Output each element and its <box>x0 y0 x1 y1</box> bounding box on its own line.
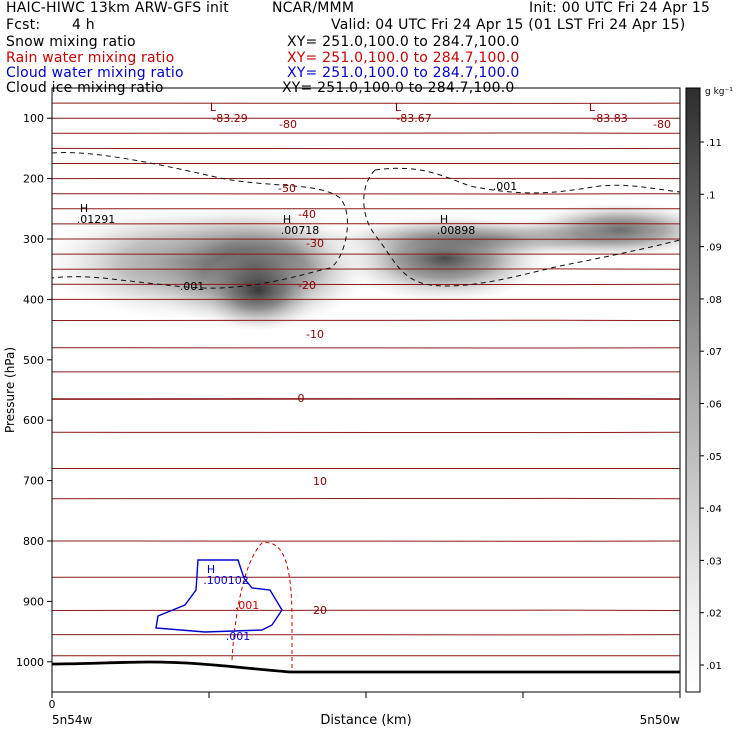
colorbar-ticks: .01 .02 .03 .04 .05 .06 .07 .08 .09 .1 .11 <box>700 138 722 672</box>
temp-contour-label: 20 <box>313 604 327 617</box>
snow-max-marker: H <box>283 213 291 226</box>
y-tick-label: 500 <box>23 354 44 367</box>
forecast-label: Fcst: <box>6 17 41 33</box>
snow-max-marker: H <box>440 213 448 226</box>
colorbar-tick-label: .01 <box>706 661 722 672</box>
cloud-water-contour <box>155 559 283 633</box>
field-name-rain: Rain water mixing ratio <box>6 50 175 66</box>
colorbar-tick-label: .09 <box>706 243 722 254</box>
temp-min-value: -83.83 <box>592 112 627 125</box>
temp-contour-label: -80 <box>653 118 671 131</box>
isotherm-line <box>52 397 680 401</box>
x-left-endpoint: 5n54w <box>52 713 93 727</box>
isotherm-line <box>52 540 680 542</box>
isotherm-line <box>52 346 680 349</box>
temp-min-value: -83.67 <box>396 112 431 125</box>
x-axis-title: Distance (km) <box>320 713 411 728</box>
y-tick-label: 700 <box>23 475 44 488</box>
terrain-line <box>51 660 680 674</box>
colorbar-tick-label: .04 <box>706 504 722 515</box>
temp-contour-label: -80 <box>279 118 297 131</box>
organization-label: NCAR/MMM <box>272 0 355 16</box>
contour-labels: L -83.29 L -83.67 L -83.83 -80 -80 -50 -… <box>77 101 671 643</box>
temp-contour-label: -40 <box>298 208 316 221</box>
isotherm-line <box>52 497 680 500</box>
model-title: HAIC-HIWC 13km ARW-GFS init <box>6 0 229 16</box>
field-name-snow: Snow mixing ratio <box>6 34 136 50</box>
isotherm-line <box>52 192 680 195</box>
colorbar-tick-label: .08 <box>706 295 722 306</box>
isotherm-line <box>52 431 680 434</box>
cloud-ice-contour-right <box>363 167 680 287</box>
isotherm-line <box>52 223 680 225</box>
field-xy-rain: XY= 251.0,100.0 to 284.7,100.0 <box>287 50 520 66</box>
colorbar-unit: g kg⁻¹ <box>705 87 733 97</box>
x-right-endpoint: 5n50w <box>640 713 681 727</box>
init-time: Init: 00 UTC Fri 24 Apr 15 <box>529 0 711 16</box>
cloud-water-contour-label: .001 <box>226 630 251 643</box>
x-axis-ticks <box>51 692 681 698</box>
snow-max-value: .00898 <box>437 224 476 237</box>
snow-mixing-ratio-shading <box>52 202 680 332</box>
valid-time: Valid: 04 UTC Fri 24 Apr 15 (01 LST Fri … <box>331 17 686 33</box>
isotherm-line <box>52 238 680 240</box>
ice-contour-label: .001 <box>180 280 205 293</box>
y-tick-label: 400 <box>23 293 44 306</box>
y-tick-label: 200 <box>23 173 44 186</box>
y-axis-ticks: 100 200 300 400 500 600 700 800 900 1000 <box>16 112 52 669</box>
temp-contour-label: 0 <box>298 392 305 405</box>
colorbar-tick-label: .02 <box>706 609 722 620</box>
temp-min-value: -83.29 <box>212 112 247 125</box>
isotherm-line <box>52 609 680 612</box>
field-name-cloud-water: Cloud water mixing ratio <box>6 65 184 81</box>
isotherm-line <box>52 633 680 636</box>
y-tick-label: 600 <box>23 414 44 427</box>
snow-max-value: .01291 <box>77 213 116 226</box>
rain-water-contour <box>231 542 293 672</box>
field-xy-snow: XY= 251.0,100.0 to 284.7,100.0 <box>287 34 520 50</box>
y-tick-label: 900 <box>23 595 44 608</box>
isotherm-line <box>52 147 680 150</box>
temp-min-marker: L <box>589 101 596 114</box>
temp-contour-label: -50 <box>278 182 296 195</box>
colorbar-tick-label: .11 <box>706 138 722 149</box>
isotherm-line <box>52 177 680 180</box>
colorbar <box>685 87 701 693</box>
isotherm-line <box>52 132 680 135</box>
colorbar-tick-label: .07 <box>706 347 722 358</box>
cloud-ice-contour-left <box>52 152 348 289</box>
field-xy-cloud-water: XY= 251.0,100.0 to 284.7,100.0 <box>287 65 520 81</box>
temp-contour-label: -20 <box>298 279 316 292</box>
cloud-water-max-marker: H <box>207 563 215 576</box>
rain-contour-label: .001 <box>235 599 260 612</box>
temperature-contours <box>52 102 680 657</box>
colorbar-tick-label: .03 <box>706 556 722 567</box>
y-tick-label: 300 <box>23 233 44 246</box>
colorbar-tick-label: .05 <box>706 452 722 463</box>
colorbar-tick-label: .1 <box>706 190 716 201</box>
colorbar-tick-label: .06 <box>706 400 722 411</box>
snow-max-marker: H <box>80 202 88 215</box>
y-tick-label: 1000 <box>16 656 44 669</box>
isotherm-line <box>52 102 680 104</box>
isotherm-line <box>52 319 680 322</box>
temp-contour-label: 10 <box>313 475 327 488</box>
temp-min-marker: L <box>395 101 402 114</box>
y-tick-label: 800 <box>23 535 44 548</box>
ice-contour-label: .001 <box>493 180 518 193</box>
forecast-hours: 4 h <box>72 17 95 33</box>
y-tick-label: 100 <box>23 112 44 125</box>
y-axis-title: Pressure (hPa) <box>3 347 17 433</box>
snow-max-value: .00718 <box>281 224 320 237</box>
isotherm-line <box>52 283 680 286</box>
temp-min-marker: L <box>210 101 217 114</box>
temp-contour-label: -10 <box>306 328 324 341</box>
x-origin-tick: 0 <box>49 698 56 711</box>
isotherm-line <box>52 268 680 270</box>
temp-contour-label: -30 <box>306 237 324 250</box>
cloud-water-max-value: .100102 <box>203 574 249 587</box>
